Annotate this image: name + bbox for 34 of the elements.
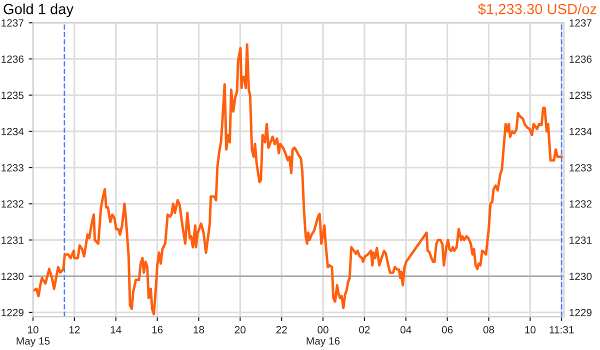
y2-tick-label: 1236 bbox=[570, 55, 592, 63]
x-tick-label: 08 bbox=[483, 326, 494, 334]
x-tick-label: 18 bbox=[194, 326, 204, 334]
y2-tick-label: 1230 bbox=[570, 272, 592, 280]
x-tick-label: 22 bbox=[276, 326, 287, 334]
x-tick-label: 14 bbox=[110, 326, 122, 334]
y2-tick-label: 1234 bbox=[570, 128, 592, 136]
x-tick-label: 10 May 15 bbox=[16, 326, 50, 347]
y2-tick-label: 1237 bbox=[570, 19, 592, 27]
x-tick-label: 20 bbox=[234, 326, 246, 334]
x-tick-label: 12 bbox=[69, 326, 80, 334]
chart-title: Gold 1 day bbox=[4, 4, 74, 18]
y-tick-label: 1234 bbox=[2, 128, 24, 136]
y2-tick-label: 1232 bbox=[570, 200, 592, 208]
x-tick-label: 02 bbox=[359, 326, 370, 334]
y-tick-label: 1230 bbox=[2, 272, 24, 280]
x-tick-label: 10 bbox=[525, 326, 536, 334]
y-tick-label: 1237 bbox=[2, 19, 24, 27]
y-tick-label: 1236 bbox=[2, 55, 24, 63]
x-tick-label: 06 bbox=[442, 326, 453, 334]
y-tick-label: 1235 bbox=[2, 92, 24, 100]
x-tick-label: 04 bbox=[400, 326, 412, 334]
x-tick-label: 00 May 16 bbox=[306, 326, 340, 347]
x-tick-label: 16 bbox=[152, 326, 163, 334]
y2-tick-label: 1229 bbox=[570, 308, 592, 316]
y-tick-label: 1231 bbox=[2, 236, 24, 244]
y-tick-label: 1229 bbox=[2, 308, 24, 316]
y2-tick-label: 1231 bbox=[570, 236, 592, 244]
y2-tick-label: 1233 bbox=[570, 164, 592, 172]
y-tick-label: 1232 bbox=[2, 200, 24, 208]
x-tick-label: 11:31 bbox=[550, 326, 574, 334]
y-tick-label: 1233 bbox=[2, 164, 24, 172]
chart-subtitle: $1,233.30 USD/oz bbox=[478, 3, 596, 16]
y2-tick-label: 1235 bbox=[570, 92, 592, 100]
